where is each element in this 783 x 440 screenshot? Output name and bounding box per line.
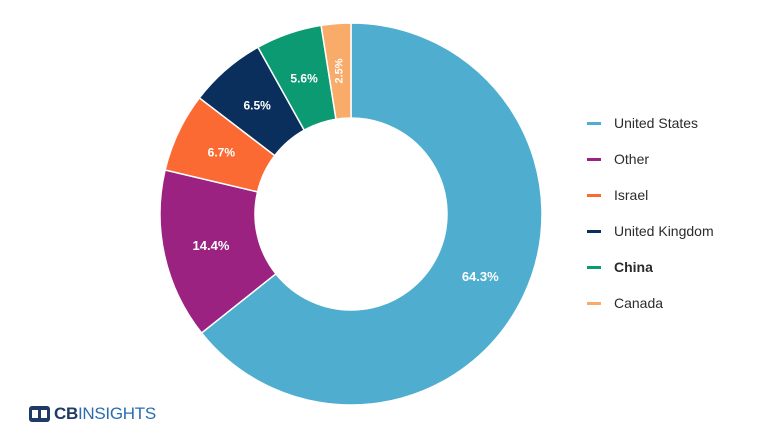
legend-label-united-states: United States bbox=[614, 115, 699, 131]
brand-bold-text: CB bbox=[54, 404, 78, 423]
legend-label-united-kingdom: United Kingdom bbox=[614, 223, 714, 239]
cb-insights-logo-text: CBINSIGHTS bbox=[54, 404, 156, 424]
legend-item-china: China bbox=[587, 249, 714, 285]
slice-label-united-kingdom: 6.5% bbox=[243, 98, 271, 112]
slice-label-other: 14.4% bbox=[193, 238, 230, 253]
slice-label-canada: 2.5% bbox=[334, 58, 346, 83]
legend-swatch-united-kingdom bbox=[587, 229, 601, 233]
legend-label-canada: Canada bbox=[614, 295, 664, 311]
legend-item-other: Other bbox=[587, 141, 714, 177]
legend-swatch-canada bbox=[587, 301, 601, 305]
slice-label-china: 5.6% bbox=[290, 71, 318, 85]
legend-label-israel: Israel bbox=[614, 187, 649, 203]
chart-legend: United States Other Israel United Kingdom Ch… bbox=[587, 105, 714, 321]
cb-insights-logo-icon bbox=[29, 406, 50, 422]
legend-item-canada: Canada bbox=[587, 285, 714, 321]
legend-item-united-kingdom: United Kingdom bbox=[587, 213, 714, 249]
legend-item-israel: Israel bbox=[587, 177, 714, 213]
legend-item-united-states: United States bbox=[587, 105, 714, 141]
slice-label-united-states: 64.3% bbox=[462, 269, 499, 284]
brand-light-text: INSIGHTS bbox=[77, 404, 156, 423]
legend-label-other: Other bbox=[614, 151, 650, 167]
slice-united-states bbox=[200, 22, 543, 406]
legend-swatch-united-states bbox=[587, 121, 601, 125]
legend-label-china: China bbox=[614, 259, 653, 275]
legend-swatch-china bbox=[587, 265, 601, 269]
slice-canada bbox=[320, 22, 352, 121]
legend-swatch-israel bbox=[587, 193, 601, 197]
slice-other bbox=[159, 169, 277, 335]
cb-insights-logo: CBINSIGHTS bbox=[29, 404, 156, 424]
slice-label-israel: 6.7% bbox=[208, 145, 236, 159]
legend-swatch-other bbox=[587, 157, 601, 161]
